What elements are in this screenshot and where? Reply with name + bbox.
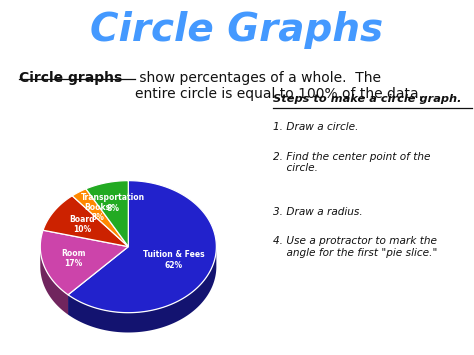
Polygon shape [86,181,128,247]
Polygon shape [68,248,216,333]
Text: 4. Use a protractor to mark the
    angle for the first "pie slice.": 4. Use a protractor to mark the angle fo… [273,236,437,258]
Text: Books
3%: Books 3% [84,203,111,223]
Text: Board
10%: Board 10% [69,215,95,234]
Polygon shape [40,247,68,315]
Text: Tuition & Fees
62%: Tuition & Fees 62% [143,250,204,270]
Text: 2. Find the center point of the
    circle.: 2. Find the center point of the circle. [273,152,430,173]
Text: 1. Draw a circle.: 1. Draw a circle. [273,122,358,132]
Polygon shape [68,181,216,313]
Text: Circle Graphs: Circle Graphs [91,11,383,49]
Text: Room
17%: Room 17% [61,249,86,268]
Text: Circle graphs: Circle graphs [19,71,122,85]
Text: show percentages of a whole.  The
entire circle is equal to 100% of the data.: show percentages of a whole. The entire … [135,71,423,101]
Polygon shape [43,196,128,247]
Text: 3. Draw a radius.: 3. Draw a radius. [273,207,362,217]
Text: Steps to make a circle graph.: Steps to make a circle graph. [273,94,461,104]
Polygon shape [72,189,128,247]
Text: Transportation
8%: Transportation 8% [82,193,146,213]
Polygon shape [40,230,128,295]
